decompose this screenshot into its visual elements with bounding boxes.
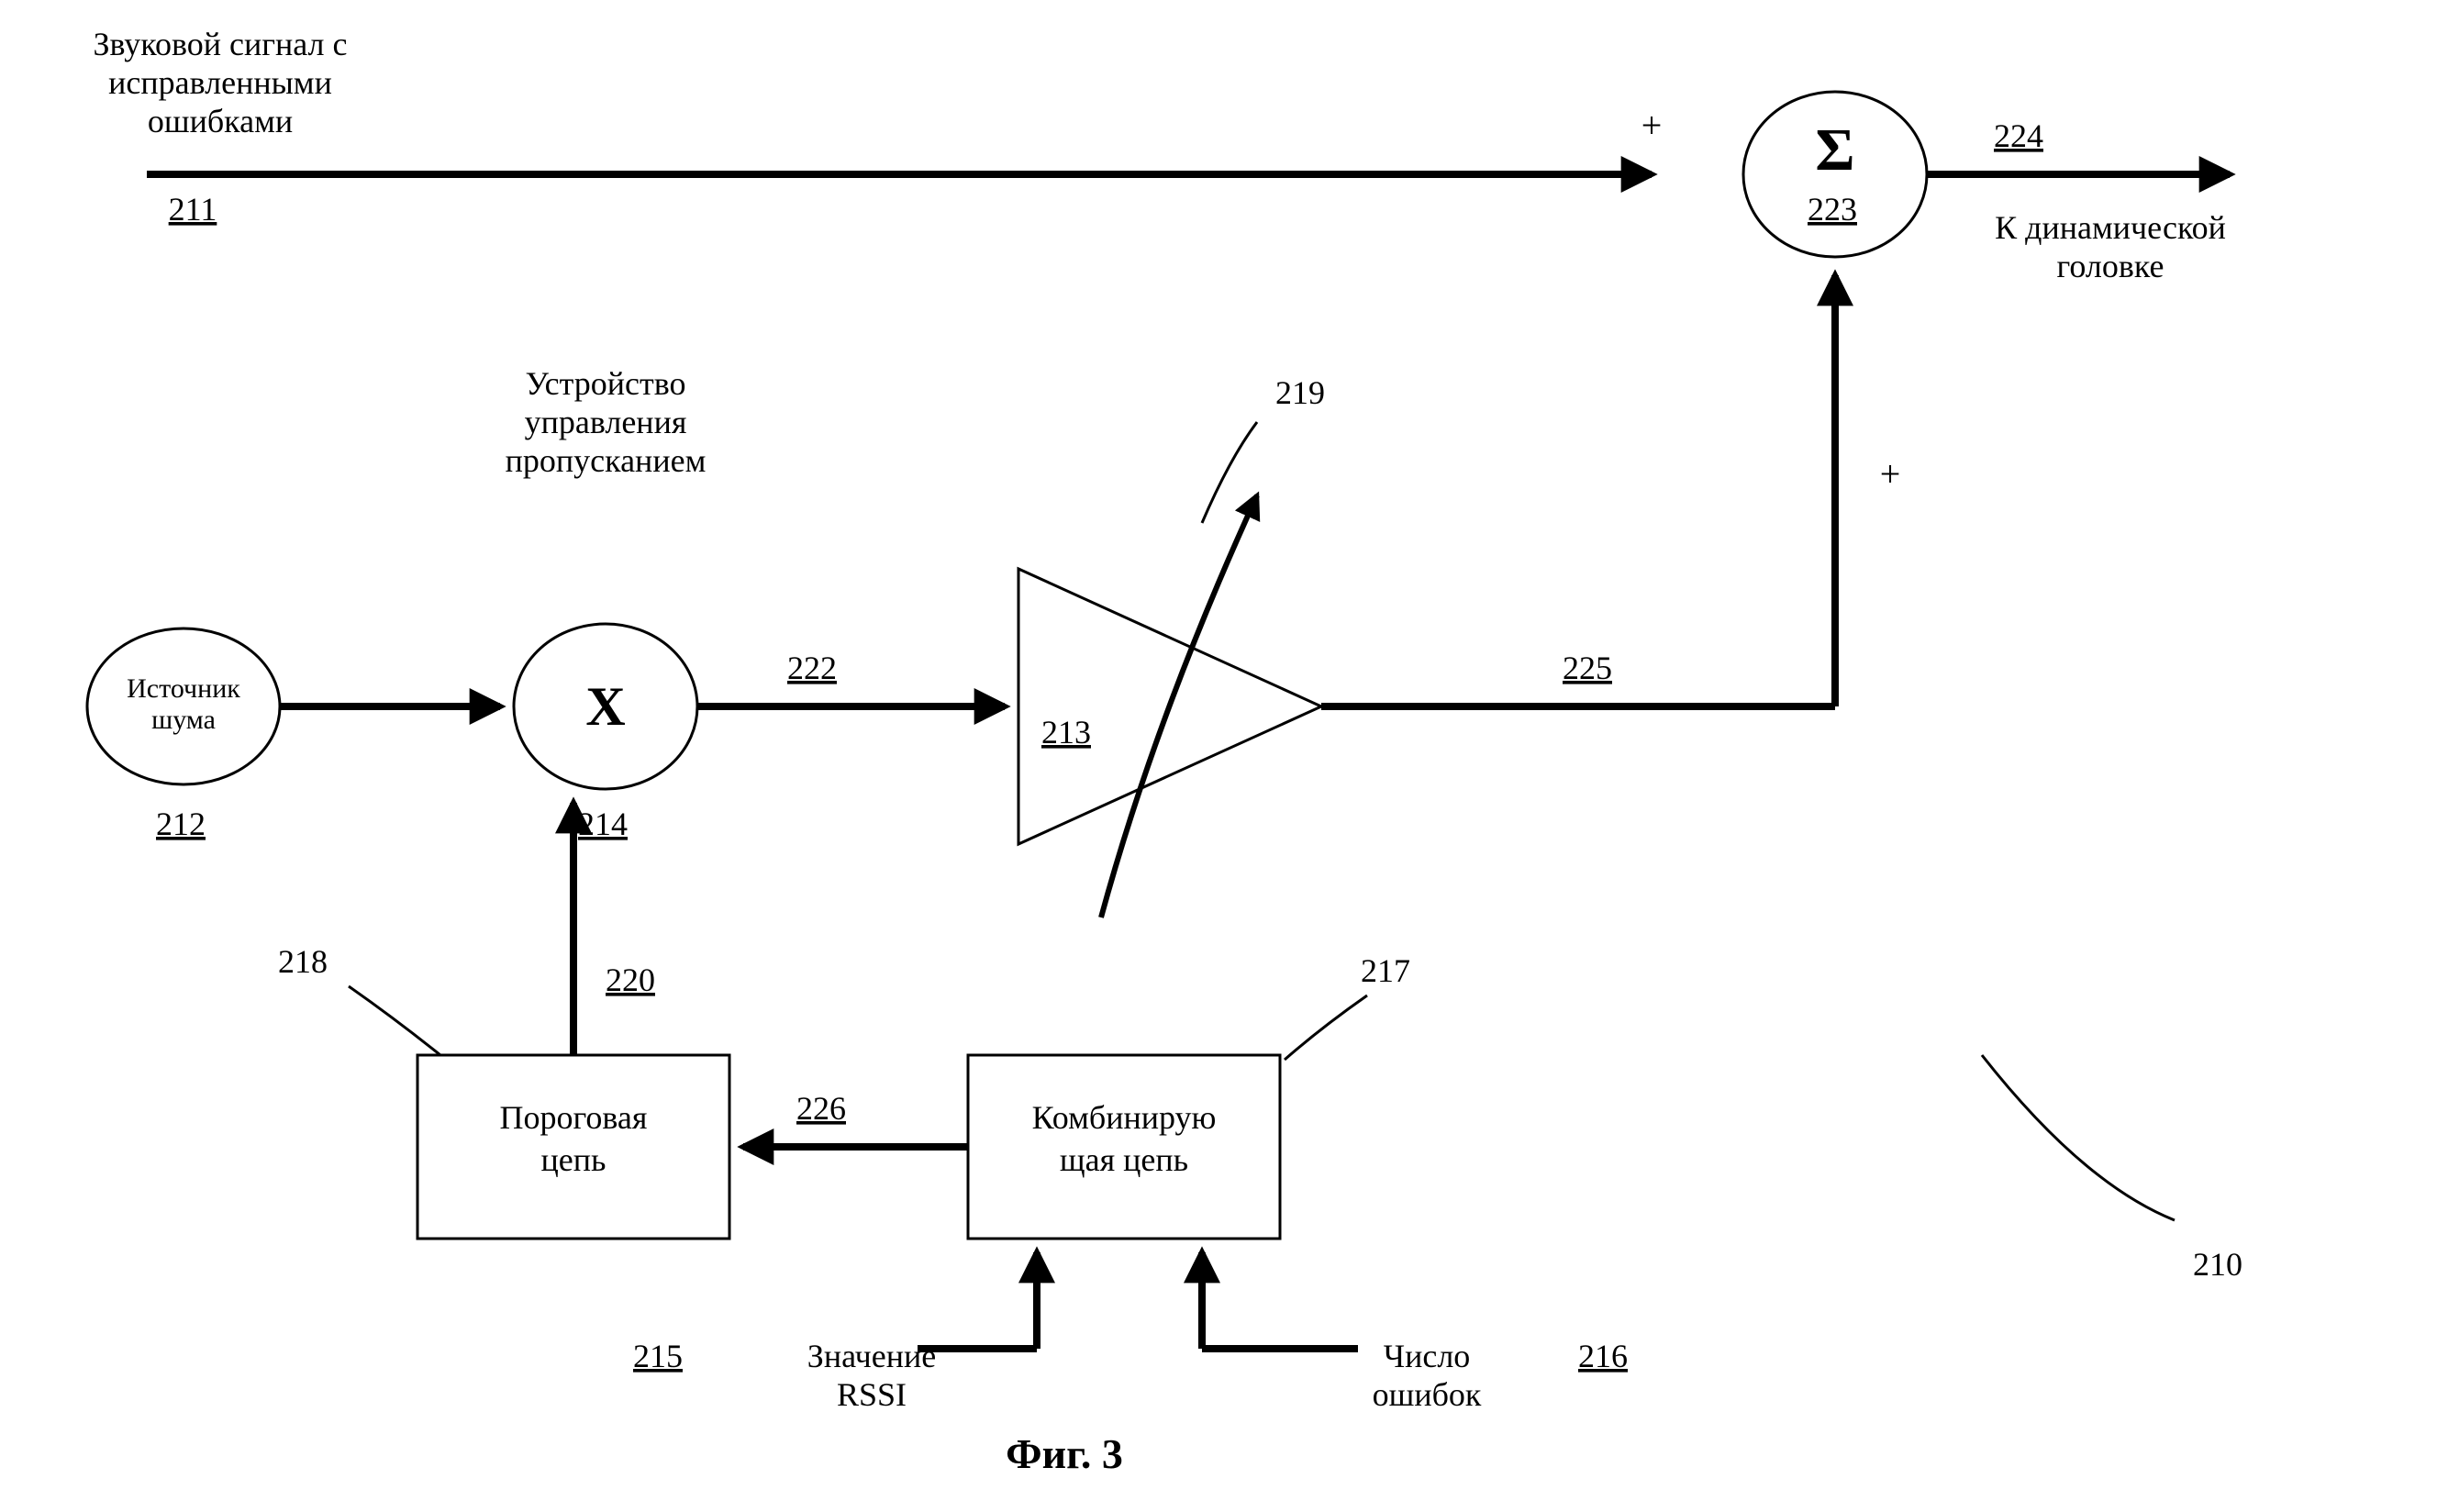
ref-223: 223 xyxy=(1808,191,1857,228)
ref-224: 224 xyxy=(1994,117,2043,154)
rssi-label: RSSI xyxy=(837,1376,907,1413)
ref-215: 215 xyxy=(633,1338,683,1374)
output-label: К динамической xyxy=(1995,209,2226,246)
curve xyxy=(1982,1055,2175,1220)
ref-225: 225 xyxy=(1563,650,1612,686)
noise-control-diagram: Звуковой сигнал сисправленнымиошибками 21… xyxy=(0,0,2437,1512)
ref-222: 222 xyxy=(787,650,837,686)
combining-label: Комбинирую xyxy=(1032,1099,1217,1136)
input-signal-label: ошибками xyxy=(148,103,293,139)
plus-left: + xyxy=(1641,105,1663,146)
plus-bottom: + xyxy=(1880,453,1901,495)
errors-label: ошибок xyxy=(1373,1376,1482,1413)
ref-211: 211 xyxy=(169,191,217,228)
ref-210: 210 xyxy=(2193,1246,2242,1283)
gate-control-label: управления xyxy=(525,404,687,440)
curve xyxy=(1101,495,1257,917)
ref-214: 214 xyxy=(578,806,628,842)
gate-control-label: пропусканием xyxy=(506,442,707,479)
ref-220: 220 xyxy=(606,962,655,998)
multiply-symbol: X xyxy=(585,676,625,737)
ref-217: 217 xyxy=(1361,952,1410,989)
ref-213: 213 xyxy=(1041,714,1091,750)
ref-226: 226 xyxy=(796,1090,846,1127)
output-label: головке xyxy=(2057,248,2164,284)
ref-218: 218 xyxy=(278,943,328,980)
input-signal-label: исправленными xyxy=(108,64,332,101)
threshold-label: цепь xyxy=(541,1141,606,1178)
sigma-symbol: Σ xyxy=(1815,117,1854,183)
ref-216: 216 xyxy=(1578,1338,1628,1374)
ref-219: 219 xyxy=(1275,374,1325,411)
threshold-label: Пороговая xyxy=(500,1099,648,1136)
curve xyxy=(1285,995,1367,1060)
noise-source-label: Источник xyxy=(127,673,240,704)
noise-source-label: шума xyxy=(151,705,216,735)
ref-212: 212 xyxy=(156,806,206,842)
gate-control-label: Устройство xyxy=(525,365,685,402)
figure-caption: Фиг. 3 xyxy=(1006,1430,1123,1477)
rssi-label: Значение xyxy=(807,1338,936,1374)
errors-label: Число xyxy=(1384,1338,1471,1374)
combining-label: щая цепь xyxy=(1060,1141,1188,1178)
input-signal-label: Звуковой сигнал с xyxy=(94,26,348,62)
curve xyxy=(349,986,440,1055)
